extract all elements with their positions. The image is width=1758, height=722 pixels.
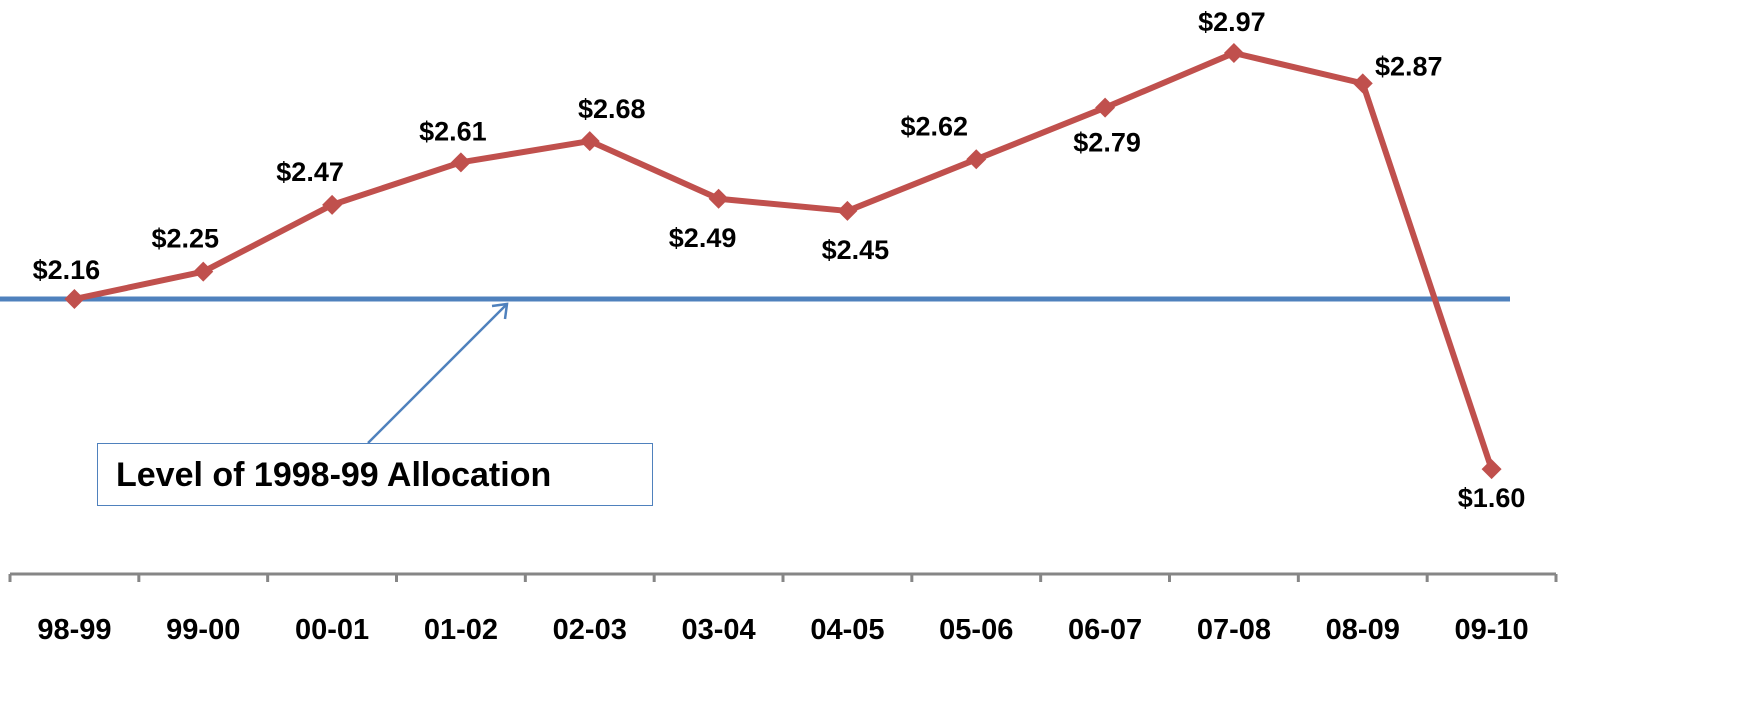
x-tick-label-00-01: 00-01 (295, 614, 369, 646)
data-label-02-03: $2.68 (578, 94, 646, 124)
annotation-arrow (367, 304, 507, 444)
x-tick-label-01-02: 01-02 (424, 614, 498, 646)
data-point-02-03 (579, 131, 600, 152)
x-tick-label-98-99: 98-99 (37, 614, 111, 646)
x-tick-label-09-10: 09-10 (1454, 614, 1528, 646)
x-tick-label-06-07: 06-07 (1068, 614, 1142, 646)
data-point-01-02 (450, 152, 471, 173)
data-label-09-10: $1.60 (1458, 483, 1526, 513)
x-tick-label-03-04: 03-04 (681, 614, 755, 646)
x-axis (8, 572, 1558, 582)
x-tick-label-04-05: 04-05 (810, 614, 884, 646)
data-label-99-00: $2.25 (151, 224, 219, 254)
data-label-01-02: $2.61 (419, 116, 487, 146)
annotation-box: Level of 1998-99 Allocation (97, 443, 653, 506)
series-line (73, 50, 1495, 471)
annotation-arrow-group (367, 302, 509, 444)
data-point-09-10 (1481, 459, 1502, 480)
x-tick-label-07-08: 07-08 (1197, 614, 1271, 646)
series-group (64, 43, 1502, 480)
data-point-03-04 (708, 188, 729, 209)
data-label-00-01: $2.47 (276, 157, 344, 187)
data-labels: $2.16 $2.25 $2.47 $2.61 $2.68 $2.49 $2.45 $2.62… (33, 7, 1526, 513)
data-point-07-08 (1223, 43, 1244, 63)
x-tick-label-05-06: 05-06 (939, 614, 1013, 646)
data-label-98-99: $2.16 (33, 255, 101, 285)
data-label-03-04: $2.49 (669, 223, 737, 253)
data-point-98-99 (64, 289, 85, 309)
data-label-07-08: $2.97 (1198, 7, 1266, 37)
annotation-arrow-head (491, 302, 509, 320)
x-tick-label-02-03: 02-03 (553, 614, 627, 646)
data-point-06-07 (1095, 97, 1116, 118)
data-label-05-06: $2.62 (900, 111, 968, 141)
data-point-00-01 (322, 194, 343, 215)
x-tick-label-08-09: 08-09 (1326, 614, 1400, 646)
x-tick-label-99-00: 99-00 (166, 614, 240, 646)
annotation-text: Level of 1998-99 Allocation (116, 456, 552, 494)
x-tick-labels: 98-99 99-00 00-01 01-02 02-03 03-04 04-05 05-06… (37, 614, 1528, 646)
data-point-99-00 (193, 261, 214, 282)
data-label-08-09: $2.87 (1375, 51, 1443, 81)
data-point-05-06 (966, 149, 987, 170)
data-point-08-09 (1352, 73, 1373, 94)
data-point-04-05 (837, 200, 858, 221)
data-label-06-07: $2.79 (1073, 128, 1141, 158)
data-label-04-05: $2.45 (822, 235, 890, 265)
